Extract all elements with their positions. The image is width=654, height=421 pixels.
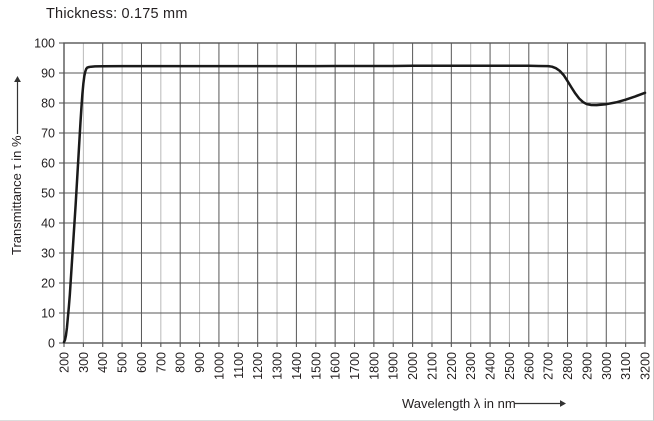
svg-text:Wavelength λ in nm: Wavelength λ in nm bbox=[402, 396, 516, 411]
svg-text:1500: 1500 bbox=[309, 352, 323, 380]
svg-text:Transmittance τ in %: Transmittance τ in % bbox=[9, 135, 24, 255]
svg-text:1100: 1100 bbox=[232, 352, 246, 379]
page-title: Thickness: 0.175 mm bbox=[46, 6, 188, 22]
y-axis-ticks: 0 10 20 30 40 50 60 70 80 90 100 bbox=[34, 37, 64, 351]
svg-text:2400: 2400 bbox=[484, 352, 498, 380]
svg-text:0: 0 bbox=[48, 337, 55, 351]
svg-text:400: 400 bbox=[96, 352, 110, 373]
svg-text:40: 40 bbox=[41, 217, 55, 231]
svg-text:10: 10 bbox=[41, 307, 55, 321]
svg-text:60: 60 bbox=[41, 157, 55, 171]
svg-text:70: 70 bbox=[41, 127, 55, 141]
svg-text:90: 90 bbox=[41, 67, 55, 81]
svg-text:200: 200 bbox=[58, 352, 72, 373]
transmittance-curve bbox=[62, 64, 647, 344]
svg-text:80: 80 bbox=[41, 97, 55, 111]
svg-text:1000: 1000 bbox=[212, 352, 226, 380]
svg-text:2700: 2700 bbox=[542, 352, 556, 380]
svg-text:2300: 2300 bbox=[464, 352, 478, 380]
svg-text:2500: 2500 bbox=[503, 352, 517, 380]
svg-text:3100: 3100 bbox=[619, 352, 633, 380]
svg-text:3200: 3200 bbox=[639, 352, 653, 380]
svg-text:700: 700 bbox=[154, 352, 168, 373]
svg-text:2000: 2000 bbox=[406, 352, 420, 380]
svg-text:800: 800 bbox=[174, 352, 188, 373]
svg-text:1800: 1800 bbox=[367, 352, 381, 380]
svg-text:2200: 2200 bbox=[445, 352, 459, 380]
svg-text:3000: 3000 bbox=[600, 352, 614, 380]
svg-text:2100: 2100 bbox=[425, 352, 439, 380]
svg-text:300: 300 bbox=[77, 352, 91, 373]
svg-text:30: 30 bbox=[41, 247, 55, 261]
svg-text:500: 500 bbox=[116, 352, 130, 373]
data-curve-group bbox=[62, 64, 647, 344]
svg-text:1300: 1300 bbox=[271, 352, 285, 380]
x-axis-title: Wavelength λ in nm bbox=[402, 396, 566, 411]
svg-text:2900: 2900 bbox=[580, 352, 594, 380]
svg-text:1200: 1200 bbox=[251, 352, 265, 380]
svg-text:2800: 2800 bbox=[561, 352, 575, 380]
svg-text:2600: 2600 bbox=[522, 352, 536, 380]
x-axis-ticks: 200 300 400 500 600 700 800 900 1000 1100 1200 1300… bbox=[58, 343, 653, 380]
y-axis-title: Transmittance τ in % bbox=[9, 76, 24, 255]
svg-text:1900: 1900 bbox=[387, 352, 401, 380]
svg-text:600: 600 bbox=[135, 352, 149, 373]
svg-text:100: 100 bbox=[34, 37, 55, 51]
svg-text:20: 20 bbox=[41, 277, 55, 291]
svg-text:900: 900 bbox=[193, 352, 207, 373]
svg-text:50: 50 bbox=[41, 187, 55, 201]
svg-text:1600: 1600 bbox=[329, 352, 343, 380]
svg-text:1400: 1400 bbox=[290, 352, 304, 380]
svg-text:1700: 1700 bbox=[348, 352, 362, 380]
